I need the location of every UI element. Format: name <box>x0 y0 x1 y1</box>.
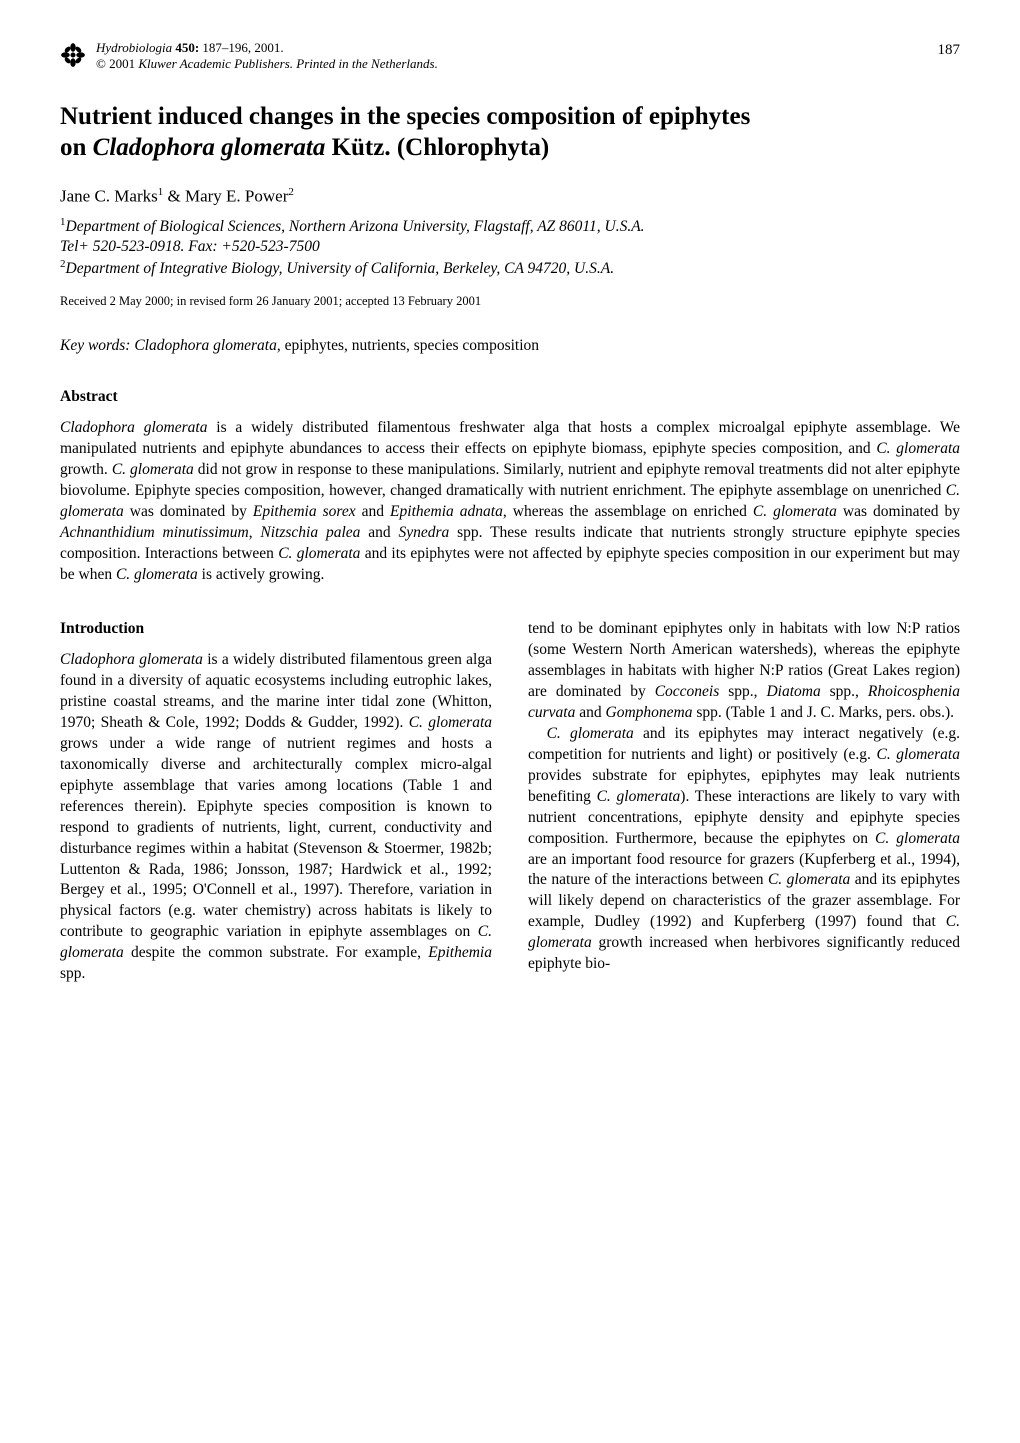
copyright-text: Kluwer Academic Publishers. Printed in t… <box>138 56 437 71</box>
keywords-label: Key words: <box>60 337 134 354</box>
page-header: Hydrobiologia 450: 187–196, 2001. © 2001… <box>60 40 960 73</box>
two-column-body: Introduction Cladophora glomerata is a w… <box>60 619 960 985</box>
abstract-text: was dominated by <box>124 503 253 520</box>
abstract-body: Cladophora glomerata is a widely distrib… <box>60 418 960 585</box>
author-list: Jane C. Marks1 & Mary E. Power2 <box>60 185 960 209</box>
author-1: Jane C. Marks <box>60 187 158 206</box>
intro-paragraph-1: Cladophora glomerata is a widely distrib… <box>60 650 492 985</box>
intro-text: spp. <box>60 965 85 982</box>
abstract-text: was dominated by <box>837 503 960 520</box>
abstract-text: Epithemia adnata <box>390 503 503 520</box>
abstract-text: growth. <box>60 461 112 478</box>
publisher-flower-icon <box>60 42 86 68</box>
abstract-text: C. glomerata <box>278 545 360 562</box>
abstract-text: and <box>360 524 398 541</box>
journal-pages: 187–196, 2001. <box>202 40 283 55</box>
intro-text: spp. (Table 1 and J. C. Marks, pers. obs… <box>692 704 954 721</box>
abstract-text: , <box>249 524 261 541</box>
intro-text: Epithemia <box>428 944 492 961</box>
abstract-text: is actively growing. <box>198 566 325 583</box>
article-title: Nutrient induced changes in the species … <box>60 101 960 164</box>
title-species: Cladophora glomerata <box>93 134 326 161</box>
right-column: tend to be dominant epiphytes only in ha… <box>528 619 960 985</box>
abstract-text: did not grow in response to these manipu… <box>60 461 960 499</box>
intro-text: Diatoma <box>766 683 820 700</box>
left-column: Introduction Cladophora glomerata is a w… <box>60 619 492 985</box>
received-dates: Received 2 May 2000; in revised form 26 … <box>60 293 960 310</box>
abstract-text: C. glomerata <box>876 440 960 457</box>
journal-volume: 450: <box>175 40 199 55</box>
abstract-text: C. glomerata <box>116 566 198 583</box>
page-number: 187 <box>938 40 961 60</box>
intro-text: grows under a wide range of nutrient reg… <box>60 735 492 940</box>
copyright-year: © 2001 <box>96 56 135 71</box>
intro-text: C. glomerata <box>876 746 960 763</box>
keywords-line: Key words: Cladophora glomerata, epiphyt… <box>60 336 960 357</box>
abstract-text: Epithemia sorex <box>253 503 356 520</box>
affiliations: 1Department of Biological Sciences, Nort… <box>60 215 960 280</box>
affil-2: Department of Integrative Biology, Unive… <box>66 260 615 277</box>
title-line2-pre: on <box>60 134 93 161</box>
intro-text: C. glomerata <box>547 725 634 742</box>
author-2-affil-sup: 2 <box>288 186 294 198</box>
header-left: Hydrobiologia 450: 187–196, 2001. © 2001… <box>60 40 438 73</box>
intro-text: and <box>575 704 605 721</box>
abstract-text: Synedra <box>398 524 449 541</box>
introduction-heading: Introduction <box>60 619 492 640</box>
journal-name: Hydrobiologia <box>96 40 172 55</box>
intro-text: C. glomerata <box>768 871 850 888</box>
abstract-heading: Abstract <box>60 387 960 408</box>
abstract-text: C. glomerata <box>753 503 837 520</box>
journal-info: Hydrobiologia 450: 187–196, 2001. © 2001… <box>96 40 438 73</box>
intro-paragraph-2: C. glomerata and its epiphytes may inter… <box>528 724 960 975</box>
abstract-text: Achnanthidium minutissimum <box>60 524 249 541</box>
intro-text: Cladophora glomerata <box>60 651 203 668</box>
title-line2-post: Kütz. (Chlorophyta) <box>325 134 549 161</box>
abstract-text: and <box>356 503 390 520</box>
intro-text: spp., <box>821 683 868 700</box>
intro-text: C. glomerata <box>409 714 492 731</box>
intro-text: C. glomerata <box>875 830 960 847</box>
intro-text: C. glomerata <box>597 788 681 805</box>
author-ampersand: & <box>163 187 185 206</box>
intro-text: spp., <box>719 683 766 700</box>
intro-paragraph-1-cont: tend to be dominant epiphytes only in ha… <box>528 619 960 724</box>
title-line1: Nutrient induced changes in the species … <box>60 103 750 130</box>
abstract-text: C. glomerata <box>112 461 194 478</box>
intro-text: despite the common substrate. For exampl… <box>124 944 429 961</box>
journal-citation: Hydrobiologia 450: 187–196, 2001. <box>96 40 438 56</box>
author-2: Mary E. Power <box>185 187 288 206</box>
keywords-rest: , epiphytes, nutrients, species composit… <box>277 337 539 354</box>
intro-text: Gomphonema <box>606 704 693 721</box>
intro-text: growth increased when herbivores signifi… <box>528 934 960 972</box>
affil-contact: Tel+ 520-523-0918. Fax: +520-523-7500 <box>60 238 320 255</box>
abstract-text: Cladophora glomerata <box>60 419 207 436</box>
intro-text: Cocconeis <box>655 683 720 700</box>
abstract-text: , whereas the assemblage on enriched <box>503 503 753 520</box>
copyright-line: © 2001 Kluwer Academic Publishers. Print… <box>96 56 438 72</box>
affil-1: Department of Biological Sciences, North… <box>66 218 645 235</box>
keywords-species: Cladophora glomerata <box>134 337 277 354</box>
abstract-text: Nitzschia palea <box>260 524 360 541</box>
